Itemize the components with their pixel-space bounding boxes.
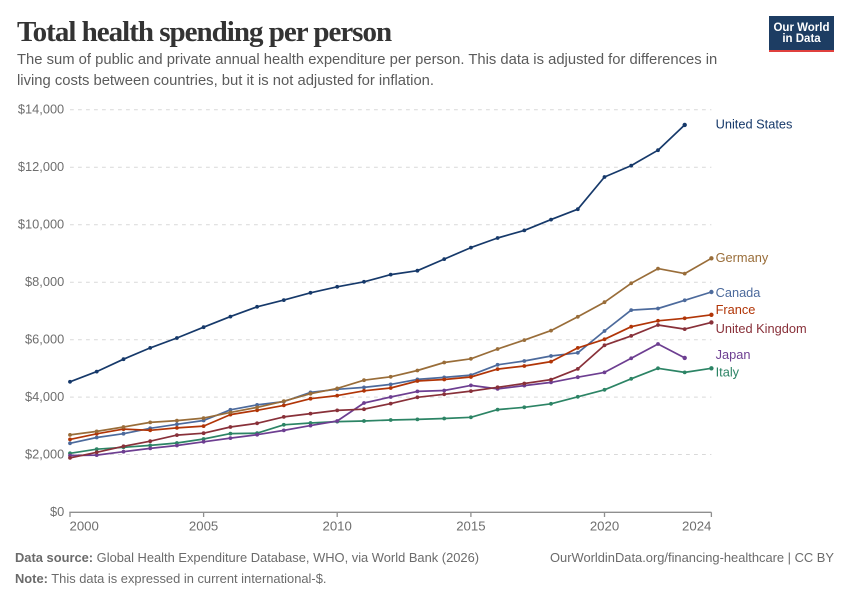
svg-text:$14,000: $14,000: [18, 102, 64, 117]
svg-text:$6,000: $6,000: [25, 332, 64, 347]
svg-text:France: France: [716, 302, 756, 317]
svg-text:United States: United States: [716, 116, 793, 131]
svg-text:$2,000: $2,000: [25, 446, 64, 461]
svg-text:2020: 2020: [590, 519, 619, 534]
svg-text:$0: $0: [50, 504, 64, 519]
svg-text:2015: 2015: [456, 519, 485, 534]
svg-text:United Kingdom: United Kingdom: [716, 321, 807, 336]
svg-text:Germany: Germany: [716, 250, 769, 265]
svg-text:2010: 2010: [323, 519, 352, 534]
svg-text:Canada: Canada: [716, 285, 762, 300]
svg-text:$4,000: $4,000: [25, 389, 64, 404]
svg-text:Japan: Japan: [716, 347, 751, 362]
svg-text:$10,000: $10,000: [18, 217, 64, 232]
svg-text:2024: 2024: [682, 519, 711, 534]
svg-text:$8,000: $8,000: [25, 274, 64, 289]
svg-text:2000: 2000: [70, 519, 99, 534]
svg-text:$12,000: $12,000: [18, 159, 64, 174]
svg-text:Italy: Italy: [716, 365, 740, 380]
svg-text:2005: 2005: [189, 519, 218, 534]
